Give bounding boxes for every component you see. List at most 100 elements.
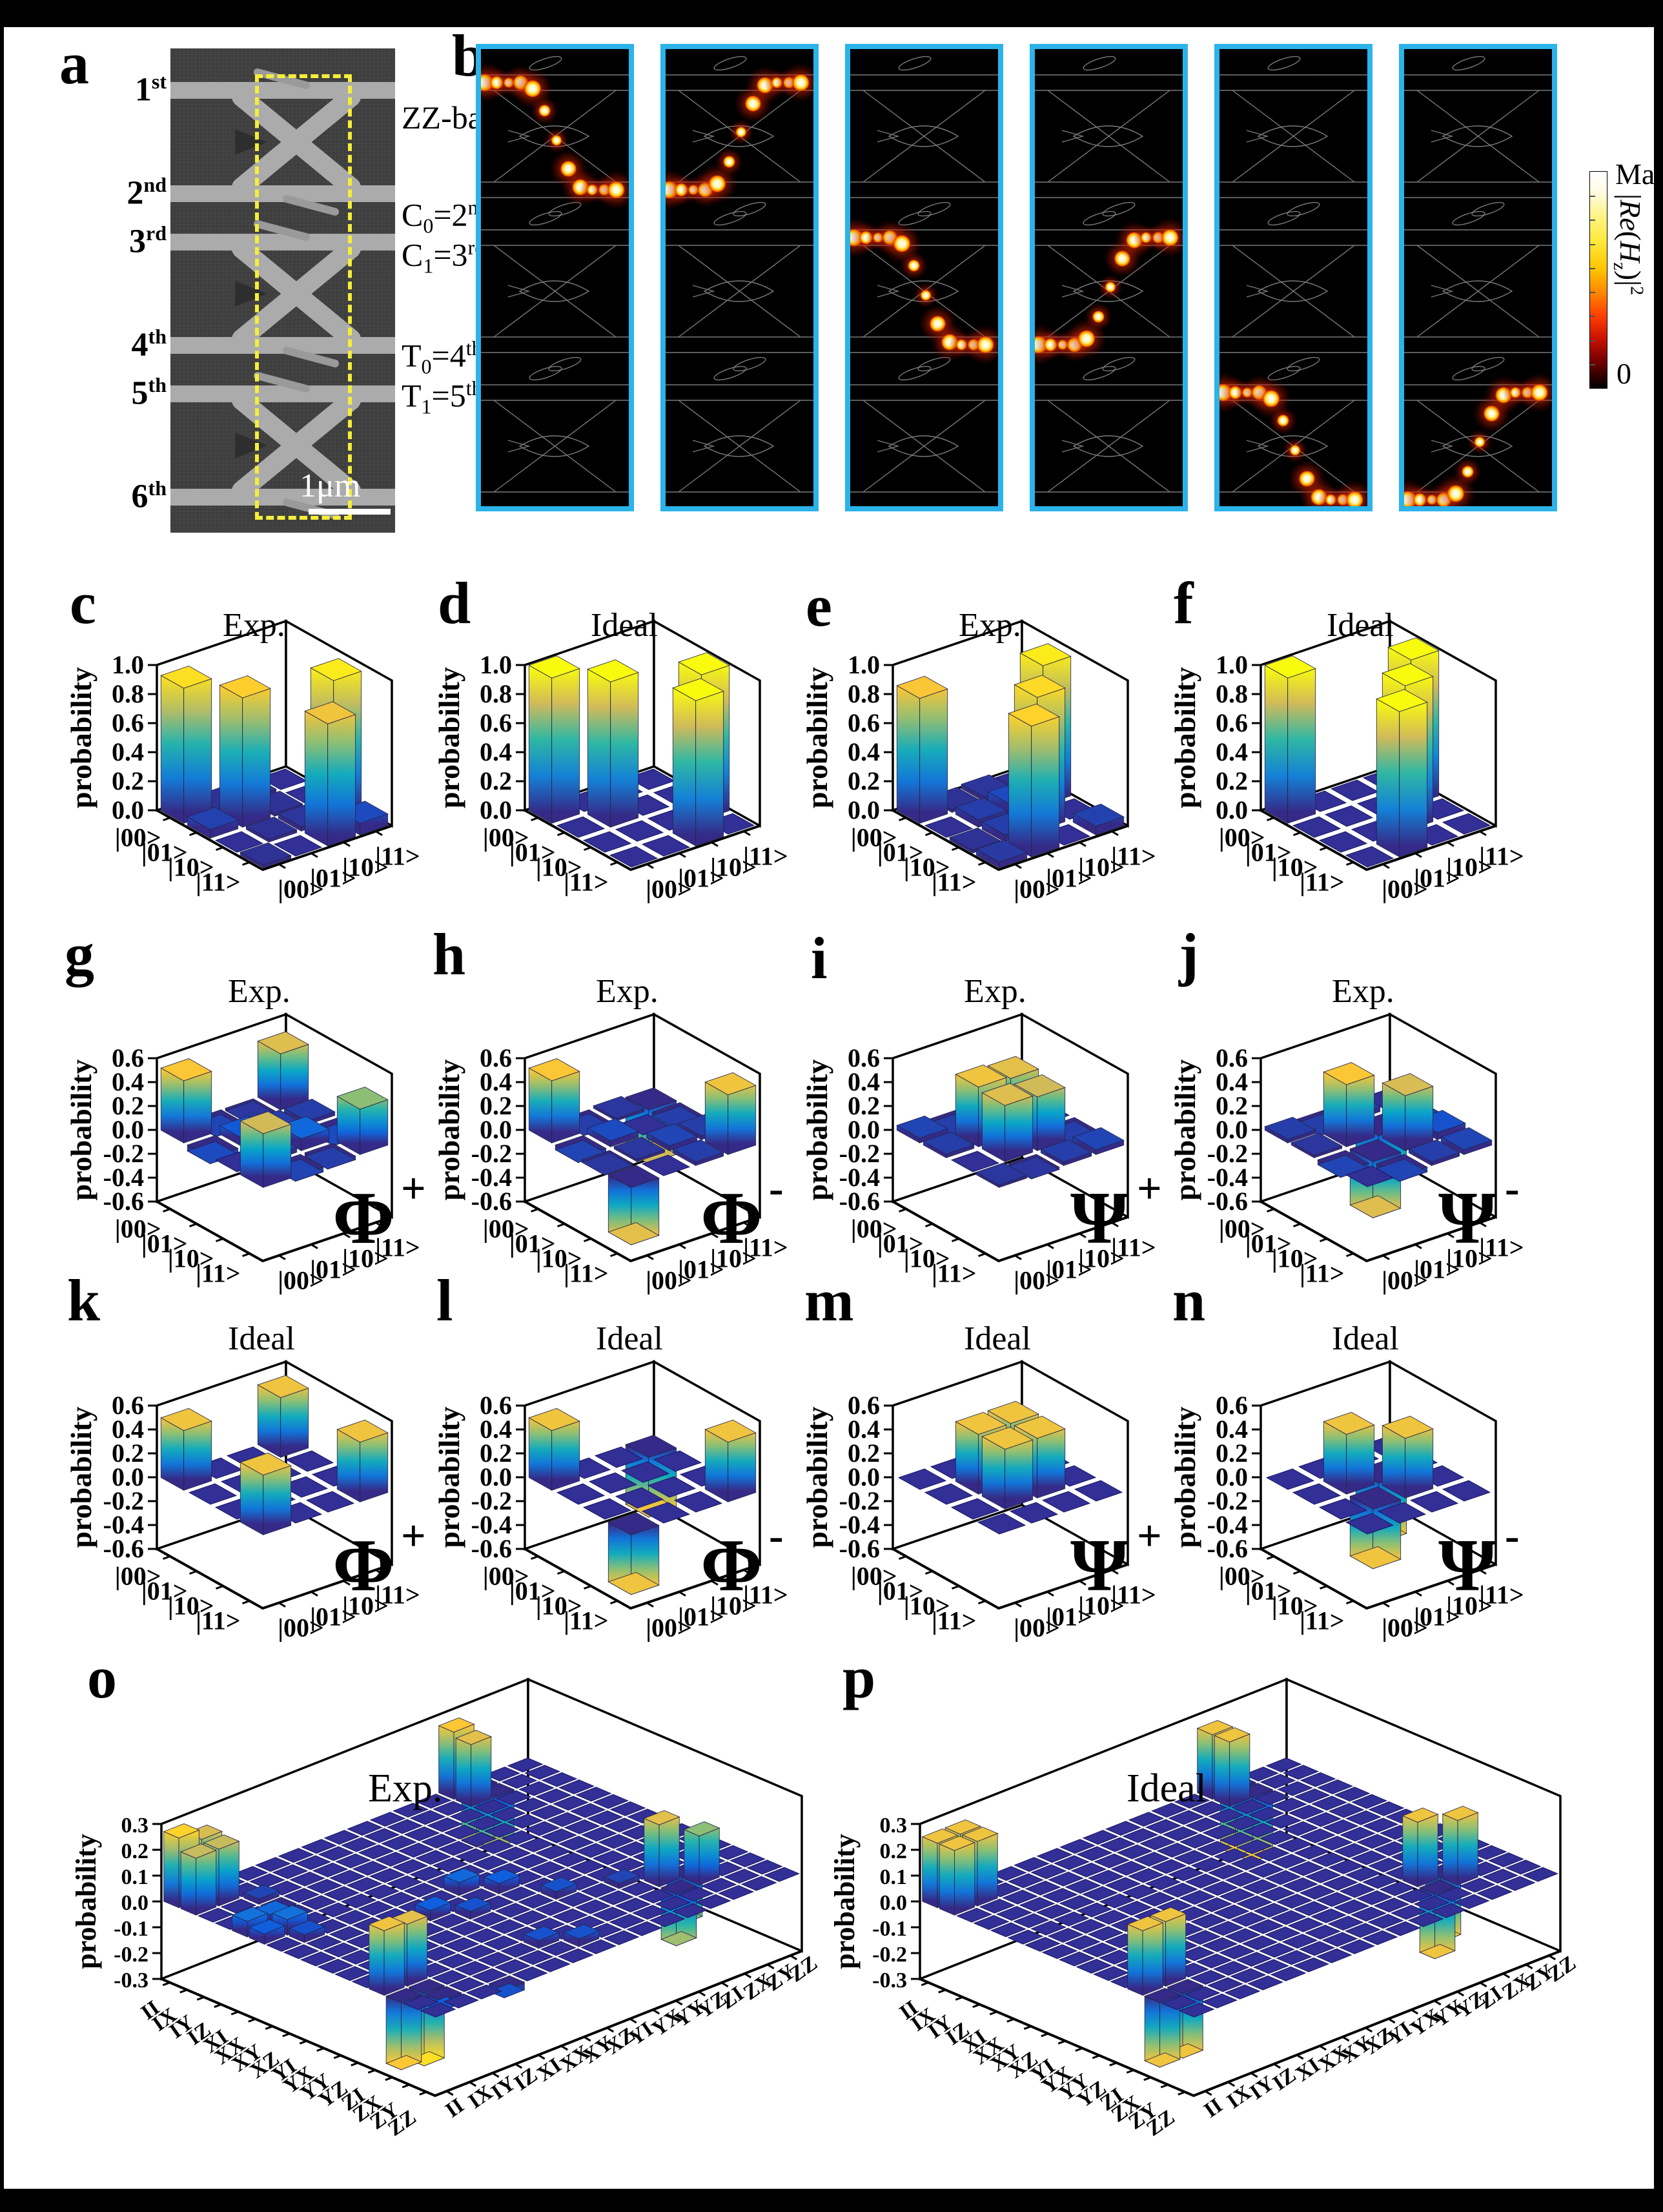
svg-text:Ψ: Ψ: [1070, 1177, 1128, 1259]
svg-text:-0.3: -0.3: [872, 1969, 907, 1992]
svg-text:0.2: 0.2: [112, 1439, 144, 1468]
svg-text:0.4: 0.4: [1216, 737, 1248, 766]
svg-text:|11>: |11>: [375, 1233, 420, 1262]
svg-text:|01>: |01>: [1414, 1603, 1460, 1632]
svg-text:|11>: |11>: [932, 1606, 976, 1635]
svg-text:0.0: 0.0: [848, 795, 880, 824]
chart-truth-table2-exp: 0.0 0.2 0.4 0.6 0.8 1.0 probability |00> |01> |10…: [797, 571, 1168, 930]
svg-text:Ideal: Ideal: [1332, 1320, 1399, 1357]
chart-truth-table2-ideal: 0.0 0.2 0.4 0.6 0.8 1.0 probability |00> |01> |10…: [1165, 571, 1536, 930]
svg-text:0.6: 0.6: [112, 708, 144, 737]
colorbar-tick: [1590, 364, 1595, 365]
svg-text:-0.6: -0.6: [1207, 1187, 1248, 1216]
svg-text:|11>: |11>: [196, 1259, 240, 1288]
svg-text:0.0: 0.0: [112, 1462, 144, 1491]
svg-text:|00>: |00>: [1219, 1214, 1265, 1244]
svg-text:|10>: |10>: [904, 1592, 950, 1621]
svg-text:-0.2: -0.2: [471, 1139, 512, 1168]
panel-letter-a: a: [59, 30, 89, 96]
svg-text:0.6: 0.6: [112, 1043, 144, 1072]
svg-text:|01>: |01>: [1046, 864, 1092, 893]
svg-text:|01>: |01>: [1046, 1603, 1092, 1632]
svg-text:-0.6: -0.6: [103, 1187, 144, 1216]
svg-text:0.6: 0.6: [1216, 1391, 1248, 1420]
panel-letter-j: j: [1179, 921, 1199, 987]
svg-text:0.2: 0.2: [1216, 766, 1248, 795]
svg-text:0.8: 0.8: [112, 679, 144, 708]
svg-text:+: +: [401, 1511, 426, 1560]
svg-text:-0.2: -0.2: [872, 1943, 907, 1967]
svg-text:0.4: 0.4: [480, 737, 512, 766]
panel-letter-c: c: [70, 570, 96, 636]
sim-3: [833, 44, 1006, 527]
svg-text:1.0: 1.0: [112, 650, 144, 679]
svg-text:0.6: 0.6: [1216, 1043, 1248, 1072]
svg-text:-0.2: -0.2: [103, 1486, 144, 1515]
svg-text:Exp.: Exp.: [964, 973, 1026, 1010]
colorbar-max-label: Max: [1615, 158, 1663, 190]
svg-text:|00>: |00>: [115, 1214, 161, 1244]
svg-text:0.0: 0.0: [1216, 795, 1248, 824]
sim-1: [464, 44, 637, 527]
svg-text:|10>: |10>: [168, 1244, 214, 1273]
svg-text:+: +: [1137, 1163, 1162, 1213]
sim-6: [1387, 44, 1560, 527]
svg-text:|11>: |11>: [1479, 1233, 1524, 1262]
svg-text:0.4: 0.4: [1216, 1067, 1248, 1096]
chart-process-matrix-ideal: -0.3 -0.2 -0.1 0.0 0.1 0.2 0.3 probability II IX I…: [829, 1643, 1591, 2204]
svg-text:0.2: 0.2: [848, 1439, 880, 1468]
svg-text:0.6: 0.6: [480, 1391, 512, 1420]
svg-text:-: -: [1505, 1163, 1520, 1213]
svg-text:-0.2: -0.2: [839, 1139, 880, 1168]
svg-text:|01>: |01>: [1414, 1255, 1460, 1284]
svg-text:|11>: |11>: [1111, 1233, 1156, 1262]
colorbar-tick: [1590, 316, 1595, 318]
svg-text:0.2: 0.2: [112, 766, 144, 795]
svg-text:0.4: 0.4: [480, 1415, 512, 1444]
svg-text:-0.2: -0.2: [103, 1139, 144, 1168]
svg-text:|00>: |00>: [278, 1266, 324, 1295]
colorbar-tick: [1590, 243, 1595, 245]
svg-text:-0.4: -0.4: [471, 1163, 512, 1192]
waveguide-ordinal-labels: 1st 2nd 3rd 4th 5th 6th: [77, 48, 167, 533]
panel-letter-k: k: [67, 1267, 101, 1333]
svg-text:probability: probability: [801, 1060, 833, 1201]
svg-text:0.2: 0.2: [121, 1839, 149, 1863]
svg-text:-0.4: -0.4: [839, 1510, 880, 1539]
roi-dashed-rectangle: [255, 74, 352, 520]
svg-text:0.2: 0.2: [848, 766, 880, 795]
svg-text:-: -: [769, 1511, 784, 1560]
svg-text:|10>: |10>: [536, 853, 582, 882]
svg-text:0.2: 0.2: [880, 1839, 908, 1863]
svg-text:|00>: |00>: [646, 875, 692, 904]
svg-text:|11>: |11>: [743, 1233, 788, 1262]
svg-text:0.1: 0.1: [880, 1865, 908, 1889]
svg-text:-0.2: -0.2: [839, 1486, 880, 1515]
svg-text:0.6: 0.6: [1216, 708, 1248, 737]
svg-text:Ideal: Ideal: [591, 607, 658, 644]
svg-text:0.4: 0.4: [112, 1067, 144, 1096]
panel-letter-e: e: [806, 573, 832, 639]
svg-text:-: -: [769, 1163, 784, 1213]
colorbar-min-label: 0: [1617, 357, 1631, 390]
svg-text:-0.2: -0.2: [471, 1486, 512, 1515]
colorbar: [1589, 171, 1607, 389]
svg-text:0.4: 0.4: [480, 1067, 512, 1096]
svg-text:|01>: |01>: [310, 1255, 356, 1284]
colorbar-quantity-label: |Re(Hz)|2: [1609, 194, 1647, 296]
svg-text:|11>: |11>: [1300, 868, 1344, 897]
svg-text:-0.6: -0.6: [1207, 1534, 1248, 1563]
svg-text:|00>: |00>: [1219, 1562, 1265, 1591]
panel-letter-o: o: [87, 1644, 117, 1710]
svg-text:|01>: |01>: [678, 1255, 724, 1284]
svg-text:probability: probability: [65, 667, 97, 808]
svg-text:|00>: |00>: [1014, 1613, 1060, 1643]
svg-text:0.0: 0.0: [480, 795, 512, 824]
svg-text:0.3: 0.3: [880, 1814, 908, 1838]
chart-phi-plus-ideal: -0.6 -0.4 -0.2 0.0 0.2 0.4 0.6 probability |00> |…: [61, 1264, 433, 1643]
svg-text:|10>: |10>: [342, 853, 389, 882]
svg-text:0.6: 0.6: [848, 1043, 880, 1072]
svg-text:|00>: |00>: [646, 1266, 692, 1295]
svg-text:Ψ: Ψ: [1070, 1524, 1128, 1606]
svg-text:|01>: |01>: [310, 864, 356, 893]
